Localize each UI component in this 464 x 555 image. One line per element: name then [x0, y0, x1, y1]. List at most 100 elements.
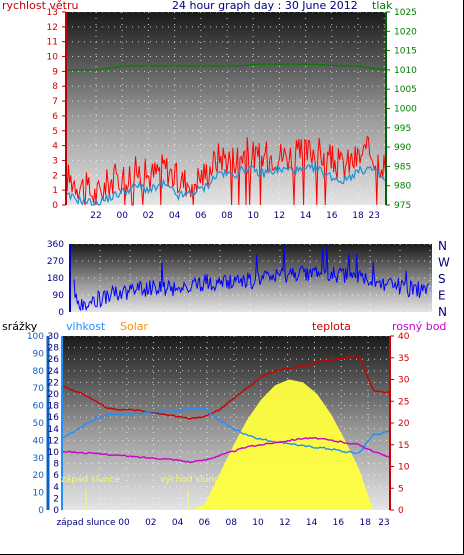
wind-tick-label: 8	[52, 82, 58, 92]
direction-tick-label: 270	[47, 257, 64, 267]
rain-tick-label: 10	[33, 489, 45, 499]
rain-label: srážky	[2, 320, 38, 333]
x-tick-label-panel3: západ slunce	[56, 518, 116, 528]
wind-tick-label: 2	[52, 171, 58, 181]
temperature-tick-label: 40	[398, 332, 410, 342]
wind-tick-label: 9	[52, 67, 58, 77]
x-tick-label-panel3: 16	[333, 518, 345, 528]
x-tick-label-panel1: 18	[352, 211, 364, 221]
rain-tick-label: 80	[33, 367, 45, 377]
compass-label: N	[438, 305, 447, 319]
x-tick-label-panel1: 16	[326, 211, 338, 221]
pressure-tick-label: 995	[394, 124, 411, 134]
solar-area	[62, 379, 390, 510]
temperature-tick-label: 10	[398, 463, 410, 473]
wind-tick-label: 12	[47, 23, 58, 33]
x-tick-label-panel1: 08	[221, 211, 233, 221]
compass-label: E	[438, 289, 446, 303]
rain-tick-label: 70	[33, 384, 45, 394]
humidity-tick-label: 26	[48, 355, 60, 365]
wind-tick-label: 6	[52, 112, 58, 122]
wind-tick-label: 13	[47, 8, 58, 18]
temperature-tick-label: 0	[398, 506, 404, 516]
x-tick-label-panel3: 10	[252, 518, 264, 528]
wind-tick-label: 5	[52, 127, 58, 137]
x-tick-label-panel3: 04	[172, 518, 184, 528]
pressure-tick-label: 1025	[394, 8, 417, 18]
direction-tick-label: 90	[53, 291, 65, 301]
humidity-tick-label: 24	[48, 367, 60, 377]
rain-tick-label: 0	[38, 506, 44, 516]
x-tick-label-panel1: 00	[116, 211, 128, 221]
pressure-tick-label: 1005	[394, 85, 417, 95]
compass-label: S	[438, 272, 446, 286]
pressure-line	[66, 63, 387, 71]
pressure-tick-label: 990	[394, 143, 411, 153]
humidity-tick-label: 14	[48, 425, 60, 435]
sunset-annotation: západ slunce	[61, 475, 121, 485]
humidity-tick-label: 28	[48, 344, 60, 354]
wind-tick-label: 7	[52, 97, 58, 107]
humidity-tick-label: 30	[48, 332, 60, 342]
rain-tick-label: 30	[33, 454, 45, 464]
chart-title: 24 hour graph day : 30 June 2012	[172, 0, 358, 12]
x-tick-label-panel3: 18	[359, 518, 371, 528]
humidity-tick-label: 12	[48, 436, 59, 446]
temperature-line	[61, 354, 391, 420]
direction-tick-label: 0	[58, 308, 64, 318]
x-tick-label-panel3: 12	[279, 518, 290, 528]
wind-speed-line	[65, 135, 386, 206]
direction-tick-label: 360	[47, 240, 64, 250]
wind-direction-line	[73, 244, 430, 312]
x-tick-label-panel3: 14	[306, 518, 318, 528]
wind-average-line	[65, 162, 386, 206]
humidity-tick-label: 0	[53, 506, 59, 516]
humidity-tick-label: 4	[53, 483, 59, 493]
rain-tick-label: 100	[27, 332, 44, 342]
wind-tick-label: 3	[52, 156, 58, 166]
temperature-tick-label: 30	[398, 376, 410, 386]
x-tick-label-panel1: 06	[195, 211, 207, 221]
humidity-tick-label: 10	[48, 448, 60, 458]
x-tick-label-panel1: 22	[90, 211, 101, 221]
x-tick-label-panel3: 00	[118, 518, 130, 528]
rain-tick-label: 40	[33, 436, 45, 446]
wind-tick-label: 11	[47, 38, 58, 48]
wind-tick-label: 4	[52, 142, 58, 152]
temperature-tick-label: 15	[398, 441, 409, 451]
x-tick-label-panel3: 23	[378, 518, 389, 528]
dew-point-line	[61, 436, 391, 464]
x-tick-label-panel1: 04	[169, 211, 181, 221]
temperature-label: teplota	[312, 320, 351, 333]
x-tick-label-panel1: 23	[368, 211, 379, 221]
temperature-tick-label: 25	[398, 397, 409, 407]
humidity-line	[61, 407, 391, 454]
wind-tick-label: 0	[52, 201, 58, 211]
pressure-tick-label: 985	[394, 162, 411, 172]
x-tick-label-panel1: 02	[143, 211, 154, 221]
solar-label: Solar	[120, 320, 149, 333]
temperature-tick-label: 5	[398, 484, 404, 494]
x-tick-label-panel1: 12	[274, 211, 285, 221]
rain-tick-label: 20	[33, 471, 45, 481]
humidity-tick-label: 22	[48, 378, 59, 388]
pressure-tick-label: 1015	[394, 47, 417, 57]
pressure-label: tlak	[372, 0, 393, 12]
direction-tick-label: 180	[47, 274, 64, 284]
temperature-tick-label: 20	[398, 419, 410, 429]
humidity-label: vlhkost	[66, 320, 106, 333]
x-tick-label-panel3: 06	[199, 518, 211, 528]
humidity-tick-label: 18	[48, 402, 60, 412]
wind-speed-label: rychlost větru	[2, 0, 79, 12]
rain-tick-label: 90	[33, 349, 45, 359]
pressure-tick-label: 975	[394, 201, 411, 211]
compass-label: N	[438, 239, 447, 253]
humidity-tick-label: 6	[53, 471, 59, 481]
x-tick-label-panel1: 10	[247, 211, 259, 221]
pressure-tick-label: 980	[394, 182, 411, 192]
wind-tick-label: 1	[52, 186, 58, 196]
compass-label: W	[438, 256, 450, 270]
sunrise-annotation: východ slunce	[160, 475, 225, 485]
rain-tick-label: 60	[33, 402, 45, 412]
